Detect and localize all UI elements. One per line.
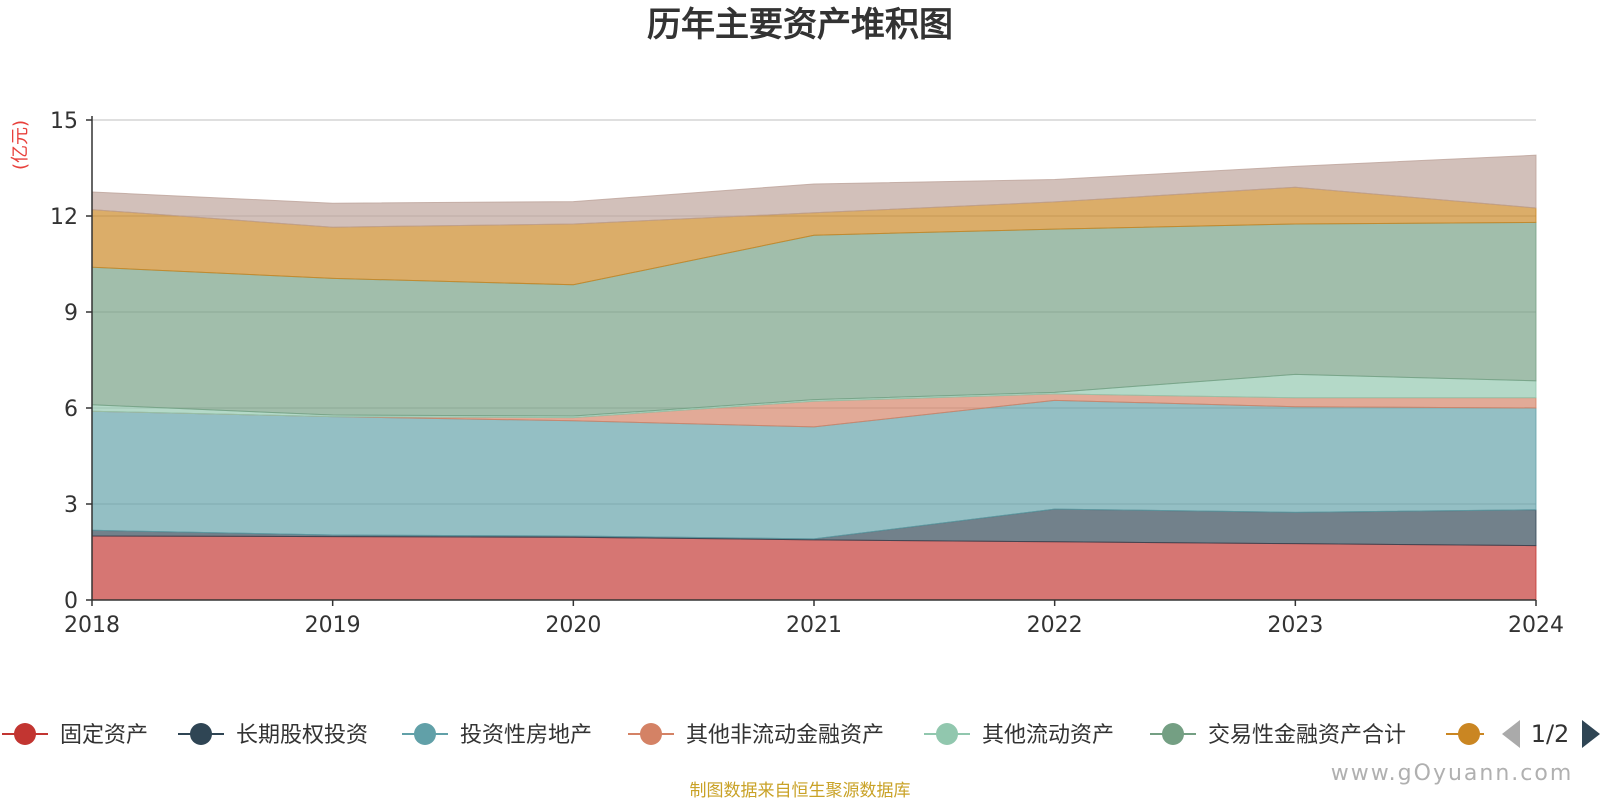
legend-item[interactable]: 长期股权投资 (178, 723, 368, 748)
legend-label: 投资性房地产 (460, 723, 592, 748)
legend-dot-icon (190, 723, 212, 745)
legend-label: 其他流动资产 (982, 723, 1114, 748)
legend-label: 固定资产 (60, 723, 148, 748)
legend-item[interactable]: 其他流动资产 (924, 723, 1114, 748)
x-tick-label: 2021 (786, 613, 842, 638)
axes: 0 3 6 9 12 15 2018 2019 2020 2021 2022 2023 2024 (50, 109, 1564, 638)
legend-item-partial[interactable] (1446, 723, 1484, 745)
x-tick-label: 2024 (1508, 613, 1564, 638)
y-tick-label: 15 (50, 109, 78, 134)
triangle-right-icon[interactable] (1582, 720, 1600, 748)
legend-item[interactable]: 投资性房地产 (402, 723, 592, 748)
x-tick-label: 2023 (1267, 613, 1323, 638)
watermark: www.gOyuann.com (1331, 761, 1574, 786)
area-series-8 (91, 154, 1537, 228)
legend-dot-icon (1458, 723, 1480, 745)
y-tick-label: 9 (64, 301, 78, 326)
legend-item[interactable]: 其他非流动金融资产 (628, 723, 884, 748)
area-series-layer (91, 154, 1537, 601)
area-series-1 (91, 535, 1537, 601)
x-tick-label: 2018 (64, 613, 120, 638)
y-tick-label: 6 (64, 397, 78, 422)
y-tick-label: 12 (50, 205, 78, 230)
legend-dot-icon (414, 723, 436, 745)
legend-label: 交易性金融资产合计 (1208, 723, 1406, 748)
data-source-label: 制图数据来自恒生聚源数据库 (690, 781, 911, 800)
x-tick-label: 2020 (545, 613, 601, 638)
legend-dot-icon (14, 723, 36, 745)
legend-item[interactable]: 固定资产 (2, 723, 148, 748)
y-tick-label: 0 (64, 589, 78, 614)
legend-dot-icon (1162, 723, 1184, 745)
legend-dot-icon (936, 723, 958, 745)
chart-title: 历年主要资产堆积图 (647, 5, 953, 45)
legend: 固定资产 长期股权投资 投资性房地产 其他非流动金融资产 其他流动资产 交易性金融资产合计… (2, 720, 1600, 748)
legend-label: 其他非流动金融资产 (686, 723, 884, 748)
y-tick-label: 3 (64, 493, 78, 518)
legend-page-indicator: 1/2 (1531, 720, 1570, 748)
triangle-left-icon[interactable] (1502, 720, 1520, 748)
legend-label: 长期股权投资 (236, 723, 368, 748)
y-axis-unit-label: (亿元) (10, 120, 31, 170)
legend-item[interactable]: 交易性金融资产合计 (1150, 723, 1406, 748)
x-tick-label: 2019 (305, 613, 361, 638)
legend-dot-icon (640, 723, 662, 745)
x-tick-label: 2022 (1027, 613, 1083, 638)
